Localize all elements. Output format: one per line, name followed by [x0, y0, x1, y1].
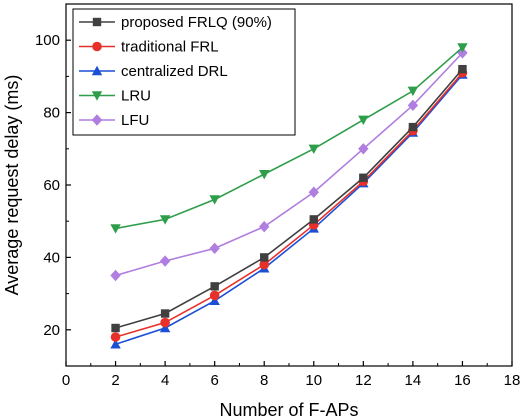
- y-tick-label: 40: [43, 249, 60, 266]
- data-point: [407, 86, 419, 97]
- legend-label: LRU: [121, 88, 151, 105]
- series-lru: [110, 43, 468, 234]
- y-tick-label: 20: [43, 322, 60, 339]
- data-point: [457, 43, 468, 53]
- x-tick-label: 4: [161, 372, 169, 389]
- data-point: [308, 144, 319, 154]
- legend-label: centralized DRL: [121, 63, 228, 80]
- legend-item: proposed FRLQ (90%): [79, 14, 272, 31]
- legend-label: proposed FRLQ (90%): [121, 14, 272, 31]
- legend-item: LFU: [79, 112, 149, 129]
- y-tick-label: 80: [43, 105, 60, 122]
- data-point: [458, 64, 467, 74]
- x-tick-label: 10: [305, 372, 322, 389]
- legend-label: LFU: [121, 112, 149, 129]
- series-line: [115, 68, 464, 329]
- data-point: [259, 259, 270, 270]
- data-point: [160, 317, 170, 328]
- legend-box: [72, 8, 296, 136]
- x-tick-label: 2: [111, 372, 119, 389]
- x-tick-label: 6: [210, 372, 218, 389]
- data-point: [259, 220, 270, 233]
- data-point: [308, 186, 319, 198]
- y-tick-label: 100: [35, 32, 60, 49]
- data-point: [209, 290, 220, 301]
- legend-item: centralized DRL: [79, 63, 228, 80]
- data-point: [457, 47, 468, 59]
- data-point: [111, 323, 120, 333]
- legend-marker: [92, 41, 102, 52]
- x-tick-label: 12: [355, 372, 372, 389]
- legend-marker: [91, 114, 103, 126]
- data-point: [359, 173, 368, 182]
- data-point: [209, 295, 220, 306]
- data-point: [210, 282, 219, 291]
- x-tick-label: 0: [62, 372, 70, 389]
- data-point: [110, 339, 121, 349]
- data-point: [408, 122, 418, 132]
- data-point: [159, 255, 171, 267]
- x-tick-label: 14: [405, 372, 422, 389]
- data-point: [159, 322, 171, 333]
- legend: proposed FRLQ (90%) traditional FRL centra…: [72, 8, 296, 136]
- data-point: [358, 143, 369, 155]
- series-proposed-frlq-90: [111, 64, 467, 333]
- legend-label: traditional FRL: [121, 39, 219, 56]
- x-axis: 0 2 4 6 8 10 12 14 16 18: [62, 361, 521, 389]
- data-point: [259, 169, 270, 180]
- series-line: [115, 46, 463, 230]
- x-tick-label: 16: [454, 372, 471, 389]
- data-point: [159, 215, 171, 225]
- data-point: [209, 242, 220, 255]
- legend-marker: [92, 17, 102, 27]
- x-axis-title: Number of F-APs: [219, 400, 358, 420]
- x-tick-label: 8: [260, 372, 268, 389]
- legend-item: traditional FRL: [79, 39, 219, 56]
- series-lfu: [110, 47, 468, 282]
- legend-marker: [91, 91, 103, 101]
- series-line: [115, 52, 464, 277]
- data-point: [110, 269, 121, 282]
- data-point: [358, 115, 369, 126]
- y-tick-label: 60: [43, 177, 60, 194]
- series-line: [115, 74, 464, 346]
- y-axis: 20 40 60 80 100: [35, 3, 71, 367]
- data-point: [110, 224, 121, 234]
- legend-item: LRU: [79, 88, 151, 105]
- x-tick-label: 18: [504, 372, 521, 389]
- data-point: [209, 195, 220, 205]
- data-point: [309, 215, 318, 224]
- data-point: [260, 253, 269, 262]
- y-axis-title: Average request delay (ms): [2, 75, 22, 296]
- legend-marker: [91, 65, 103, 76]
- series-layer: [110, 43, 468, 349]
- data-point: [160, 309, 170, 318]
- data-point: [110, 332, 121, 342]
- series-line: [115, 72, 464, 338]
- data-point: [407, 99, 419, 112]
